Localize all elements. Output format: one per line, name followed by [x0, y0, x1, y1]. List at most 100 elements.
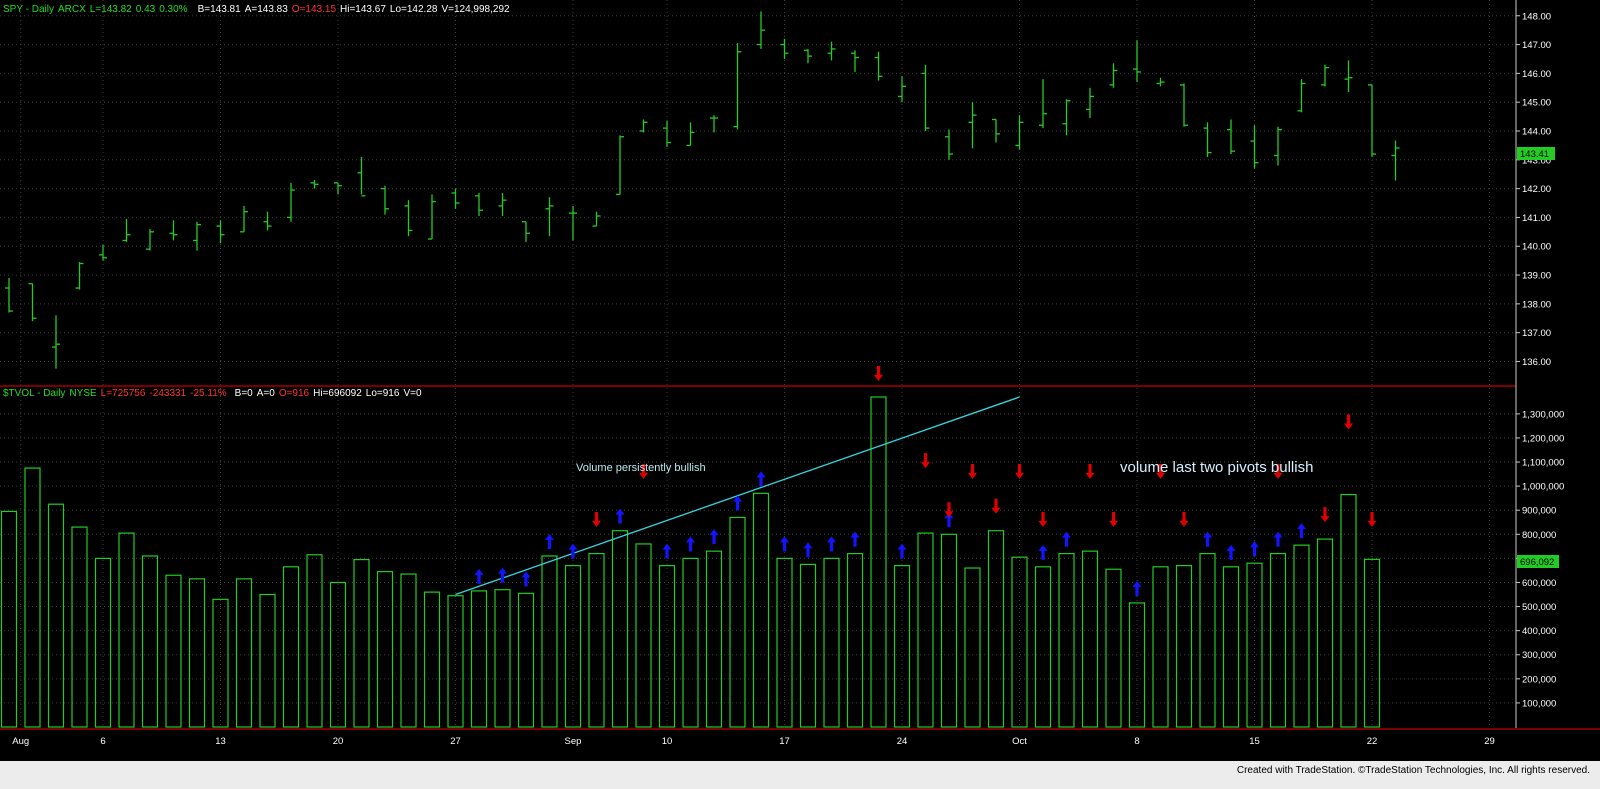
up-arrow-icon: [1297, 523, 1306, 539]
up-arrow-icon: [756, 471, 766, 487]
x-tick-label: 27: [450, 736, 461, 747]
volume-bars: [0, 396, 1381, 728]
ohlc-bar: [475, 192, 483, 216]
volume-tick-label: 1,300,000: [1522, 409, 1564, 420]
price-bars: [5, 11, 1400, 369]
ohlc-bar: [381, 185, 389, 215]
volume-bar: [94, 557, 112, 728]
ohlc-bar: [216, 220, 225, 244]
ohlc-bar: [992, 118, 1000, 143]
up-arrow-icon: [709, 529, 719, 545]
up-arrow-icon: [568, 543, 578, 559]
footer-bar: Created with TradeStation. ©TradeStation…: [0, 761, 1600, 789]
ohlc-bar: [1180, 83, 1188, 127]
volume-header: $TVOL - Daily NYSE L=725756 -243331 -25.11% B…: [3, 388, 422, 399]
price-tick-label: 146.00: [1522, 69, 1551, 80]
up-arrow-icon: [850, 531, 860, 547]
footer-credit: Created with TradeStation. ©TradeStation…: [1236, 765, 1590, 776]
ohlc-bar: [122, 218, 131, 242]
annotation-trend-note: Volume persistently bullish: [576, 462, 706, 474]
ohlc-bar: [404, 200, 413, 237]
volume-bar: [799, 563, 817, 728]
price-tick-label: 144.00: [1522, 127, 1551, 138]
down-arrow-icon: [1038, 511, 1048, 527]
ohlc-bar: [1321, 64, 1329, 87]
ohlc-bar: [1297, 79, 1306, 113]
volume-tick-label: 900,000: [1522, 506, 1556, 517]
x-tick-label: 13: [215, 736, 226, 747]
volume-bar: [1011, 556, 1028, 728]
x-tick-label: 8: [1134, 736, 1139, 747]
volume-bar: [846, 552, 864, 728]
up-arrow-icon: [780, 536, 789, 552]
volume-bar: [165, 574, 182, 728]
ohlc-bar: [451, 188, 460, 209]
ohlc-bar: [1368, 84, 1376, 157]
down-arrow-icon: [921, 453, 930, 469]
down-arrow-icon: [1320, 507, 1330, 523]
down-arrow-icon: [874, 366, 883, 381]
x-tick-label: Aug: [12, 736, 29, 747]
up-arrow-icon: [474, 568, 484, 584]
up-arrow-icon: [1038, 544, 1048, 560]
ohlc-bar: [710, 115, 718, 133]
ohlc-bar: [5, 277, 13, 313]
ohlc-bar: [287, 182, 295, 222]
volume-bar: [752, 492, 770, 728]
down-arrow-icon: [1109, 511, 1118, 527]
ohlc-bar: [193, 221, 201, 251]
up-arrow-icon: [498, 567, 507, 583]
volume-bar: [1058, 552, 1075, 728]
volume-bar: [1363, 558, 1381, 728]
volume-bar: [400, 573, 417, 728]
volume-bar: [611, 530, 629, 728]
volume-bar: [282, 566, 300, 728]
volume-bar: [776, 557, 793, 728]
volume-bar: [447, 595, 464, 728]
volume-bar: [1316, 538, 1334, 728]
ohlc-bar: [851, 50, 859, 72]
ohlc-bar: [733, 43, 742, 130]
volume-tick-label: 1,200,000: [1522, 433, 1564, 444]
ohlc-bar: [1391, 140, 1400, 181]
price-tick-label: 148.00: [1522, 11, 1551, 22]
ohlc-bar: [545, 197, 554, 237]
volume-bar: [893, 565, 911, 728]
up-arrow-icon: [1250, 541, 1259, 557]
up-arrow-icon: [686, 536, 695, 552]
volume-bar: [917, 532, 934, 728]
down-arrow-icon: [1344, 414, 1353, 430]
ohlc-bar: [1274, 126, 1282, 166]
ohlc-bar: [28, 283, 37, 322]
volume-bar: [1340, 493, 1357, 728]
price-header: SPY - Daily ARCX L=143.82 0.43 0.30% B=143.81…: [3, 4, 510, 15]
last-price-tag: 143.41: [1520, 149, 1549, 160]
down-arrow-icon: [1179, 511, 1189, 527]
volume-bar: [682, 557, 699, 728]
ohlc-bar: [310, 179, 319, 189]
volume-bar: [71, 526, 88, 728]
volume-bar: [0, 510, 18, 728]
volume-bar: [118, 532, 135, 728]
up-arrow-icon: [897, 543, 907, 559]
ohlc-bar: [898, 76, 906, 103]
volume-bar: [306, 554, 323, 728]
ohlc-bar: [1344, 60, 1353, 93]
price-tick-label: 142.00: [1522, 184, 1551, 195]
price-tick-label: 140.00: [1522, 242, 1551, 253]
ohlc-bar: [1062, 99, 1071, 136]
ohlc-bar: [428, 194, 436, 240]
down-arrow-icon: [1085, 463, 1095, 479]
volume-bar: [940, 533, 958, 728]
up-arrow-icon: [1203, 531, 1212, 547]
ohlc-bar: [522, 221, 530, 242]
volume-bar: [188, 578, 206, 728]
volume-bar: [212, 598, 229, 728]
down-arrow-icon: [639, 463, 648, 479]
ohlc-bar: [1203, 122, 1212, 157]
volume-tick-label: 1,100,000: [1522, 458, 1564, 469]
volume-bar: [1269, 552, 1287, 728]
volume-bar: [1081, 550, 1099, 728]
ohlc-bar: [75, 262, 84, 290]
